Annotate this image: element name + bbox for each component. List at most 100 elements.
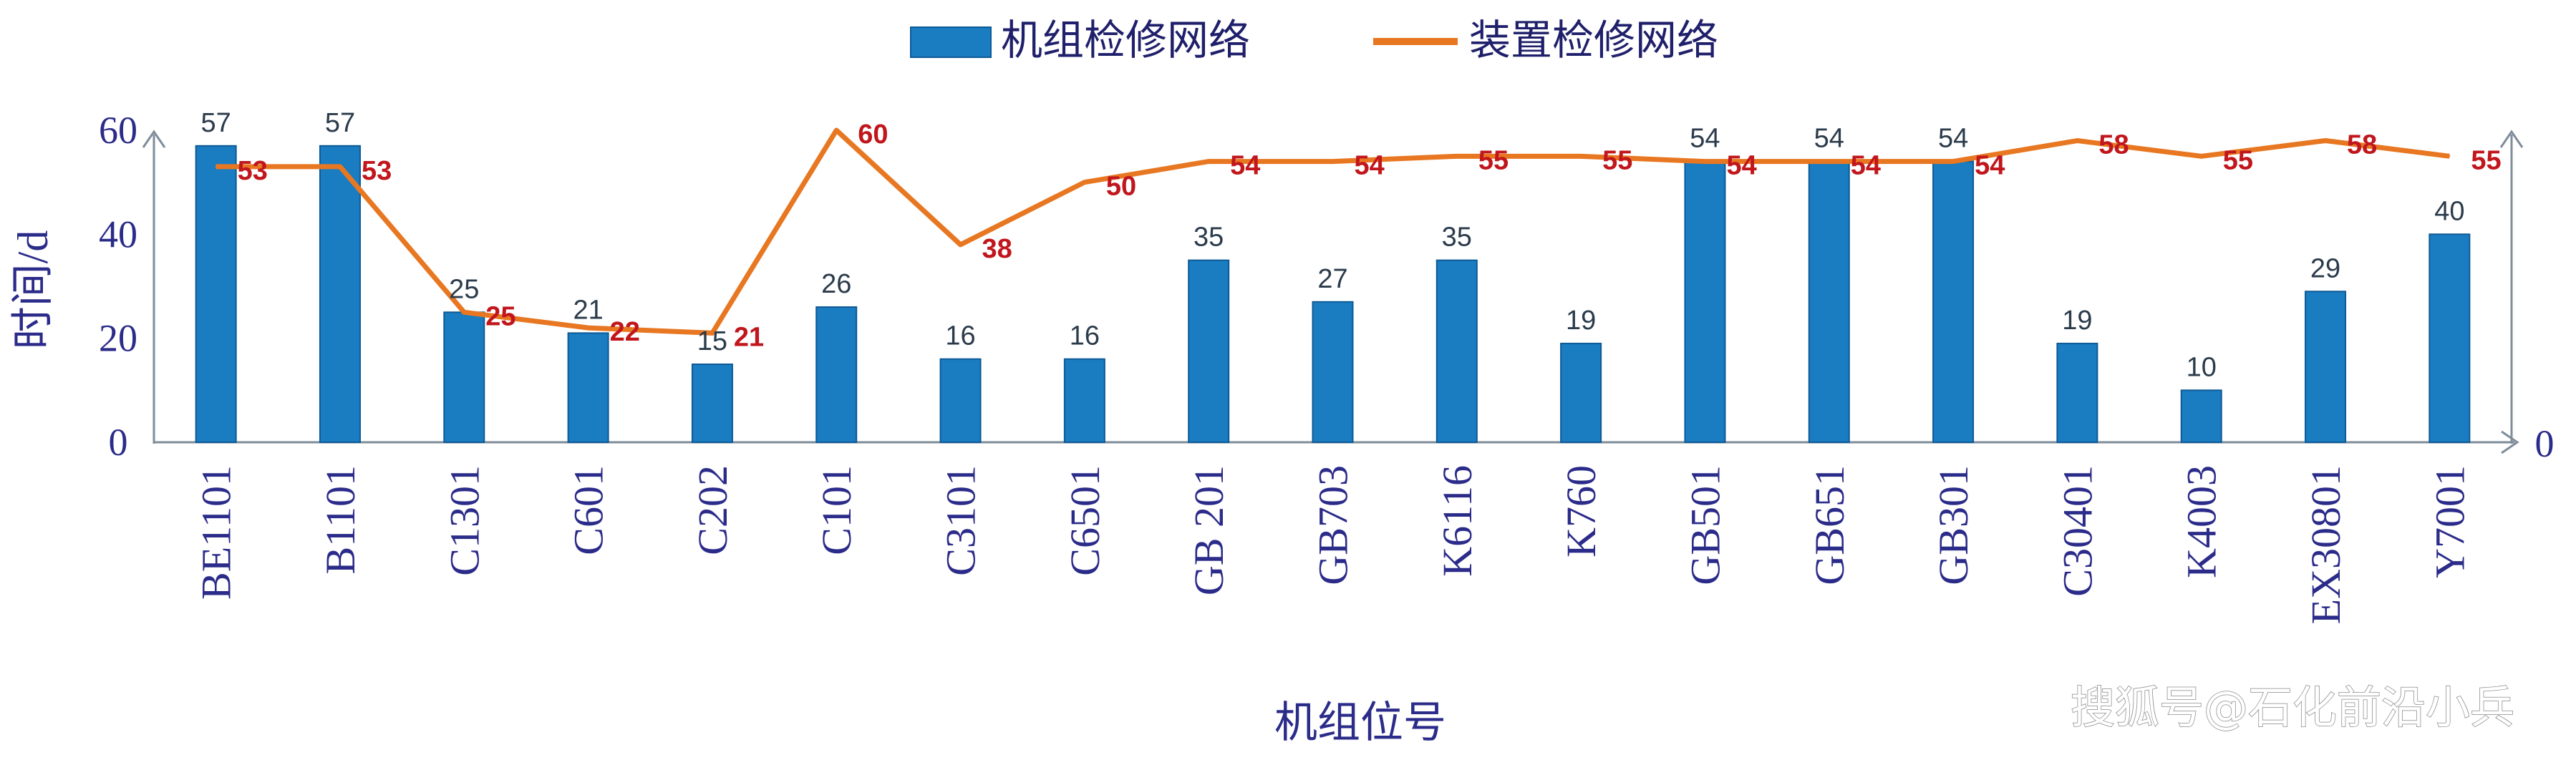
bar (567, 332, 609, 443)
line-point (215, 165, 217, 167)
x-category-label: K760 (1558, 465, 1604, 557)
line-value-label: 58 (2098, 130, 2129, 160)
line-point (339, 165, 341, 167)
line-point (2325, 140, 2327, 142)
x-category-label: C6501 (1062, 465, 1108, 576)
line-point (1580, 155, 1582, 157)
bar-value-label: 57 (201, 108, 231, 138)
line-point (1456, 155, 1458, 157)
line-value-label: 50 (1106, 172, 1136, 202)
x-axis-title: 机组位号 (1274, 699, 1446, 746)
y-ticks: 0 20 40 60 (99, 109, 137, 464)
bar-value-label: 15 (697, 326, 727, 356)
line-value-label: 55 (1602, 145, 1632, 175)
line-value-label: 54 (1726, 151, 1756, 181)
y-tick-label: 20 (99, 317, 137, 360)
x-category-label: GB301 (1930, 465, 1977, 585)
x-category-label: C1301 (441, 465, 488, 576)
bar-value-label: 26 (821, 269, 851, 299)
bar-value-label: 29 (2310, 253, 2340, 283)
line-point (587, 327, 589, 329)
y-tick-label: 0 (109, 421, 128, 464)
line-point (1952, 160, 1955, 162)
bar-value-label: 35 (1193, 223, 1224, 253)
bar (2056, 342, 2098, 443)
x-category-label: C30401 (2054, 465, 2101, 597)
bar (939, 358, 982, 444)
bar (1560, 342, 1602, 443)
line-point (1828, 160, 1830, 162)
bar-value-label: 10 (2187, 352, 2217, 382)
bar (1312, 301, 1354, 443)
x-category-label: C101 (813, 465, 860, 555)
line-value-label: 38 (982, 234, 1012, 264)
x-category-label: C202 (689, 465, 736, 555)
legend-swatch-bar (910, 26, 992, 58)
line-point (836, 130, 838, 131)
line-point (1208, 160, 1210, 162)
y-axis-title: 时间/d (9, 230, 57, 350)
line-point (711, 332, 713, 334)
x-category-label: GB 201 (1186, 465, 1232, 595)
x-category-label: GB651 (1806, 465, 1853, 585)
secondary-y-tick-label: 0 (2535, 422, 2555, 465)
line-point (1083, 181, 1085, 183)
x-category-label: B1101 (317, 465, 364, 575)
x-category-label: GB501 (1682, 465, 1728, 585)
line-value-label: 58 (2347, 130, 2377, 160)
bar (1932, 160, 1975, 443)
y-tick-label: 60 (99, 109, 137, 152)
x-category-label: Y7001 (2426, 465, 2473, 578)
bar-value-label: 54 (1938, 124, 1968, 154)
y-tick-label: 40 (99, 213, 137, 255)
bar (2429, 233, 2471, 443)
bar-value-label: 19 (2062, 306, 2092, 336)
line-point (2200, 155, 2202, 157)
bar-value-label: 19 (1566, 306, 1596, 336)
line-value-label: 54 (1355, 151, 1385, 181)
secondary-y-axis-arrow (2499, 130, 2524, 148)
line-point (2076, 140, 2078, 142)
line-point (2449, 155, 2451, 157)
x-category-label: C601 (566, 465, 612, 555)
y-axis-arrow (142, 130, 166, 148)
x-axis-arrow (2501, 430, 2519, 454)
line-value-label: 60 (858, 120, 888, 150)
bar (815, 306, 858, 444)
bar (1684, 160, 1726, 443)
bar-value-label: 35 (1442, 223, 1472, 253)
line-value-label: 53 (238, 156, 268, 186)
bar-value-label: 40 (2434, 196, 2464, 226)
legend: 机组检修网络 装置检修网络 (910, 16, 1718, 64)
bar-value-label: 57 (325, 108, 355, 138)
bar-value-label: 25 (449, 274, 479, 304)
x-category-label: GB703 (1310, 465, 1357, 585)
bar-series (195, 145, 2471, 444)
line-value-label: 53 (362, 156, 392, 186)
bar (1063, 358, 1105, 444)
line-point (1704, 160, 1706, 162)
x-category-label: C3101 (938, 465, 984, 576)
line-point (959, 243, 962, 245)
bar (443, 311, 485, 444)
bar (1435, 259, 1478, 443)
bar-value-label: 54 (1690, 124, 1720, 154)
x-category-label: K4003 (2179, 465, 2225, 578)
legend-label-line: 装置检修网络 (1469, 16, 1718, 64)
line-series (215, 127, 2451, 336)
bar-value-label: 16 (945, 321, 975, 351)
bar (319, 145, 361, 444)
category-labels: BE1101 B1101 C1301 C601 C202 C101 C3101 C6501 GB… (193, 465, 2474, 624)
line-value-label: 22 (610, 317, 640, 347)
line-value-label: 25 (485, 301, 515, 331)
x-category-label: K6116 (1434, 465, 1481, 577)
watermark-text: 搜狐号@石化前沿小兵 (2071, 681, 2514, 734)
bar-value-label: 21 (573, 295, 603, 325)
line-value-label: 54 (1851, 151, 1881, 181)
line-value-label: 21 (734, 322, 764, 352)
bar (691, 364, 733, 443)
bar (2180, 389, 2222, 443)
